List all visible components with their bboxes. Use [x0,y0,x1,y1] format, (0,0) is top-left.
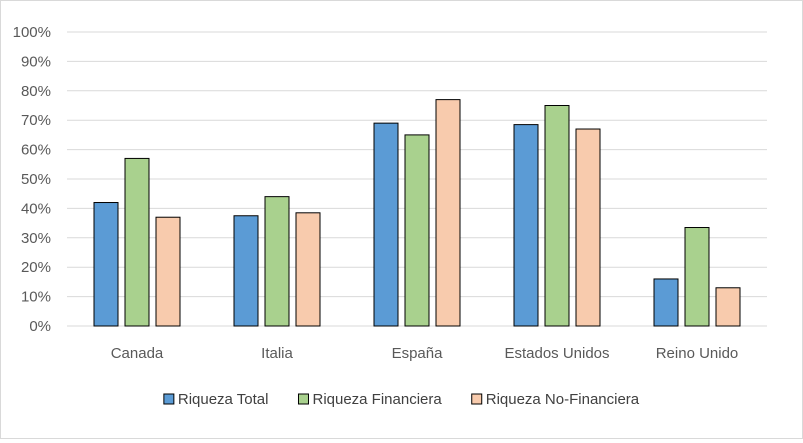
legend-swatch [297,393,309,405]
x-category-label: España [392,345,444,362]
bar-riqueza-no-financiera-estados-unidos [575,128,601,327]
y-tick-label: 0% [29,318,51,335]
bar-riqueza-financiera-reino-unido [684,227,710,327]
y-tick-label: 30% [21,230,51,247]
y-tick-label: 50% [21,171,51,188]
legend: Riqueza Total Riqueza Financiera Riqueza N… [163,391,640,408]
y-tick-label: 70% [21,112,51,129]
legend-item: Riqueza No-Financiera [471,391,640,408]
bar-riqueza-total-españa [373,122,399,327]
y-tick-label: 80% [21,83,51,100]
bar-riqueza-financiera-estados-unidos [544,105,570,327]
y-tick-label: 100% [13,24,51,41]
x-axis-categories: Canada Italia España Estados Unidos Reino Un… [111,345,739,362]
bar-riqueza-total-italia [233,215,259,327]
bar-riqueza-no-financiera-italia [295,212,321,327]
bar-riqueza-financiera-españa [404,134,430,327]
legend-label: Riqueza Financiera [312,391,442,408]
legend-swatch [163,393,175,405]
y-tick-label: 90% [21,53,51,70]
x-category-label: Canada [111,345,164,362]
y-axis-ticks: 0% 10% 20% 30% 40% 50% 60% 70% 80% 90% 100% [13,24,51,335]
legend-item: Riqueza Total [163,391,269,408]
legend-swatch [471,393,483,405]
bar-riqueza-no-financiera-españa [435,99,461,327]
bar-riqueza-total-reino-unido [653,278,679,327]
legend-item: Riqueza Financiera [297,391,442,408]
y-tick-label: 40% [21,200,51,217]
bar-riqueza-financiera-italia [264,196,290,327]
bar-riqueza-no-financiera-canada [155,216,181,327]
bar-riqueza-total-canada [93,202,119,327]
y-tick-label: 60% [21,142,51,159]
bar-riqueza-no-financiera-reino-unido [715,287,741,327]
legend-label: Riqueza No-Financiera [486,391,640,408]
legend-label: Riqueza Total [178,391,269,408]
y-tick-label: 10% [21,289,51,306]
bar-riqueza-total-estados-unidos [513,124,539,327]
y-tick-label: 20% [21,259,51,276]
bars [93,99,741,327]
bar-riqueza-financiera-canada [124,157,150,327]
x-category-label: Estados Unidos [504,345,609,362]
x-category-label: Reino Unido [656,345,739,362]
x-category-label: Italia [261,345,293,362]
